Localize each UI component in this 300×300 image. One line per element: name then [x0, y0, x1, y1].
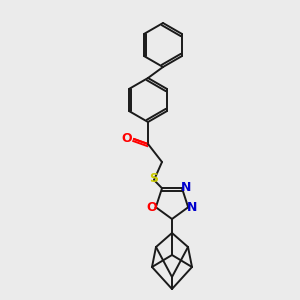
Text: N: N [181, 181, 191, 194]
Text: S: S [149, 172, 158, 185]
Text: O: O [122, 133, 132, 146]
Text: O: O [146, 201, 157, 214]
Text: N: N [187, 201, 197, 214]
